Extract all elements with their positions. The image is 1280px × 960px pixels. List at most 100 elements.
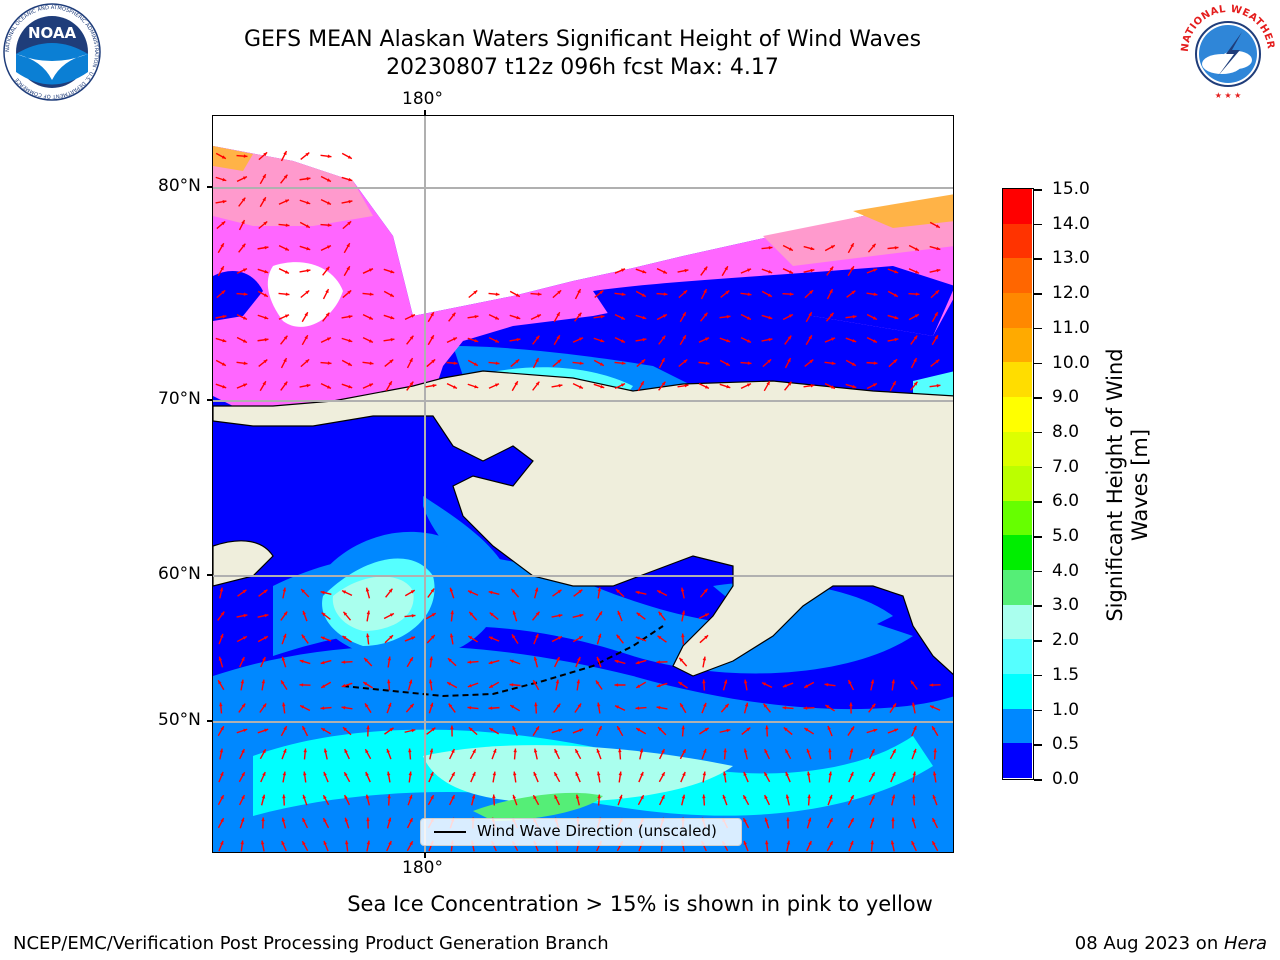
wave-direction-arrowhead: [785, 794, 790, 799]
wave-direction-arrowhead: [892, 771, 896, 776]
wave-direction-arrowhead: [429, 656, 433, 661]
wave-direction-arrowhead: [263, 359, 268, 364]
colorbar-tick: [1034, 536, 1042, 538]
wave-direction-arrowhead: [658, 611, 663, 616]
wave-direction-arrowhead: [578, 636, 583, 640]
wave-direction-arrowhead: [831, 361, 836, 365]
wave-direction-arrowhead: [912, 771, 917, 776]
colorbar-tick-label: 15.0: [1052, 179, 1090, 199]
wave-direction-arrowhead: [343, 611, 348, 616]
wave-direction-arrowhead: [657, 635, 662, 640]
wave-direction-arrowhead: [556, 335, 560, 340]
wave-direction-arrowhead: [537, 292, 542, 296]
wave-direction-arrowhead: [304, 312, 308, 317]
wave-direction-arrowhead: [305, 290, 310, 295]
wave-direction-arrowhead: [722, 794, 726, 799]
wave-direction-arrowhead: [366, 610, 371, 615]
colorbar-tick: [1034, 327, 1042, 330]
wave-direction-arrowhead: [703, 588, 708, 593]
wave-direction-arrowhead: [911, 702, 916, 707]
wave-direction-arrowhead: [447, 658, 452, 662]
wave-direction-arrowhead: [558, 383, 563, 388]
wave-direction-arrowhead: [914, 314, 919, 318]
wave-direction-arrowhead: [785, 771, 789, 776]
map-title: GEFS MEAN Alaskan Waters Significant Hei…: [243, 27, 922, 52]
wave-direction-arrowhead: [492, 771, 497, 776]
wave-direction-arrowhead: [451, 795, 455, 800]
wave-direction-arrowhead: [495, 361, 500, 365]
colorbar-band: [1003, 292, 1032, 329]
wave-direction-arrowhead: [913, 358, 917, 363]
wave-direction-arrowhead: [262, 197, 266, 202]
lat-label-70: 70°N: [158, 389, 201, 409]
wave-direction-arrowhead: [264, 613, 269, 618]
wave-direction-arrowhead: [764, 795, 768, 800]
wave-direction-arrowhead: [320, 636, 325, 640]
wave-direction-arrowhead: [387, 679, 391, 684]
wave-direction-arrowhead: [389, 635, 393, 639]
wave-direction-arrowhead: [891, 679, 895, 684]
wave-direction-arrowhead: [219, 702, 223, 707]
wave-direction-arrowhead: [852, 384, 857, 389]
wave-direction-arrowhead: [305, 152, 310, 157]
wave-direction-arrowhead: [450, 725, 454, 730]
wave-direction-arrowhead: [261, 817, 265, 822]
wave-direction-arrowhead: [871, 772, 875, 777]
wave-direction-arrowhead: [829, 312, 834, 317]
wave-direction-arrowhead: [723, 748, 727, 753]
wave-direction-arrowhead: [515, 293, 520, 297]
colorbar-tick-label: 6.0: [1052, 491, 1080, 512]
wave-direction-arrowhead: [787, 358, 791, 363]
wave-direction-arrowhead: [596, 702, 601, 707]
wave-direction-arrowhead: [600, 315, 605, 319]
wave-direction-arrowhead: [222, 177, 227, 182]
wave-direction-arrowhead: [449, 633, 454, 638]
wave-direction-arrowhead: [782, 684, 787, 688]
wave-direction-arrowhead: [302, 841, 306, 846]
wave-direction-arrowhead: [642, 315, 647, 320]
wave-direction-arrowhead: [704, 613, 709, 617]
wave-direction-arrowhead: [513, 748, 517, 753]
wave-direction-arrowhead: [474, 314, 479, 319]
wave-direction-arrowhead: [808, 335, 812, 340]
wave-direction-arrowhead: [386, 771, 391, 776]
wave-direction-arrowhead: [635, 706, 640, 710]
wave-direction-arrowhead: [762, 682, 767, 686]
wave-direction-arrowhead: [535, 358, 539, 363]
wave-direction-arrowhead: [743, 748, 748, 753]
wave-direction-arrowhead: [804, 684, 809, 688]
wave-direction-arrowhead: [325, 312, 330, 317]
wave-direction-arrowhead: [595, 680, 600, 685]
wave-direction-arrowhead: [369, 292, 374, 296]
wave-direction-arrowhead: [489, 684, 494, 688]
wave-direction-arrowhead: [804, 728, 809, 732]
wave-direction-arrowhead: [557, 636, 562, 640]
wave-direction-arrowhead: [242, 268, 247, 272]
wave-direction-arrowhead: [533, 771, 537, 776]
wave-direction-arrowhead: [600, 384, 605, 389]
wave-direction-arrowhead: [468, 636, 473, 640]
wave-direction-arrowhead: [368, 339, 373, 343]
wave-direction-arrowhead: [305, 359, 310, 364]
wave-direction-arrowhead: [535, 381, 540, 386]
wave-direction-arrowhead: [301, 589, 305, 593]
colorbar-tick: [1034, 779, 1042, 781]
wave-direction-arrowhead: [348, 384, 353, 389]
wave-direction-arrowhead: [430, 335, 434, 340]
wave-direction-arrowhead: [220, 795, 224, 800]
wave-direction-arrowhead: [617, 610, 621, 615]
wave-direction-arrowhead: [619, 794, 623, 799]
colorbar-tick-label: 3.0: [1052, 595, 1080, 616]
wave-direction-arrowhead: [557, 589, 562, 594]
wave-direction-arrowhead: [661, 772, 665, 777]
wave-direction-arrowhead: [533, 680, 537, 685]
wave-direction-arrowhead: [678, 681, 683, 686]
wave-direction-arrowhead: [390, 315, 395, 320]
colorbar-band: [1003, 431, 1032, 467]
wave-direction-arrowhead: [808, 841, 812, 846]
wave-direction-arrowhead: [831, 337, 836, 341]
wave-direction-arrowhead: [431, 635, 435, 639]
wave-direction-arrowhead: [747, 361, 752, 365]
wave-direction-arrowhead: [447, 682, 452, 686]
wave-direction-arrowhead: [851, 362, 856, 366]
